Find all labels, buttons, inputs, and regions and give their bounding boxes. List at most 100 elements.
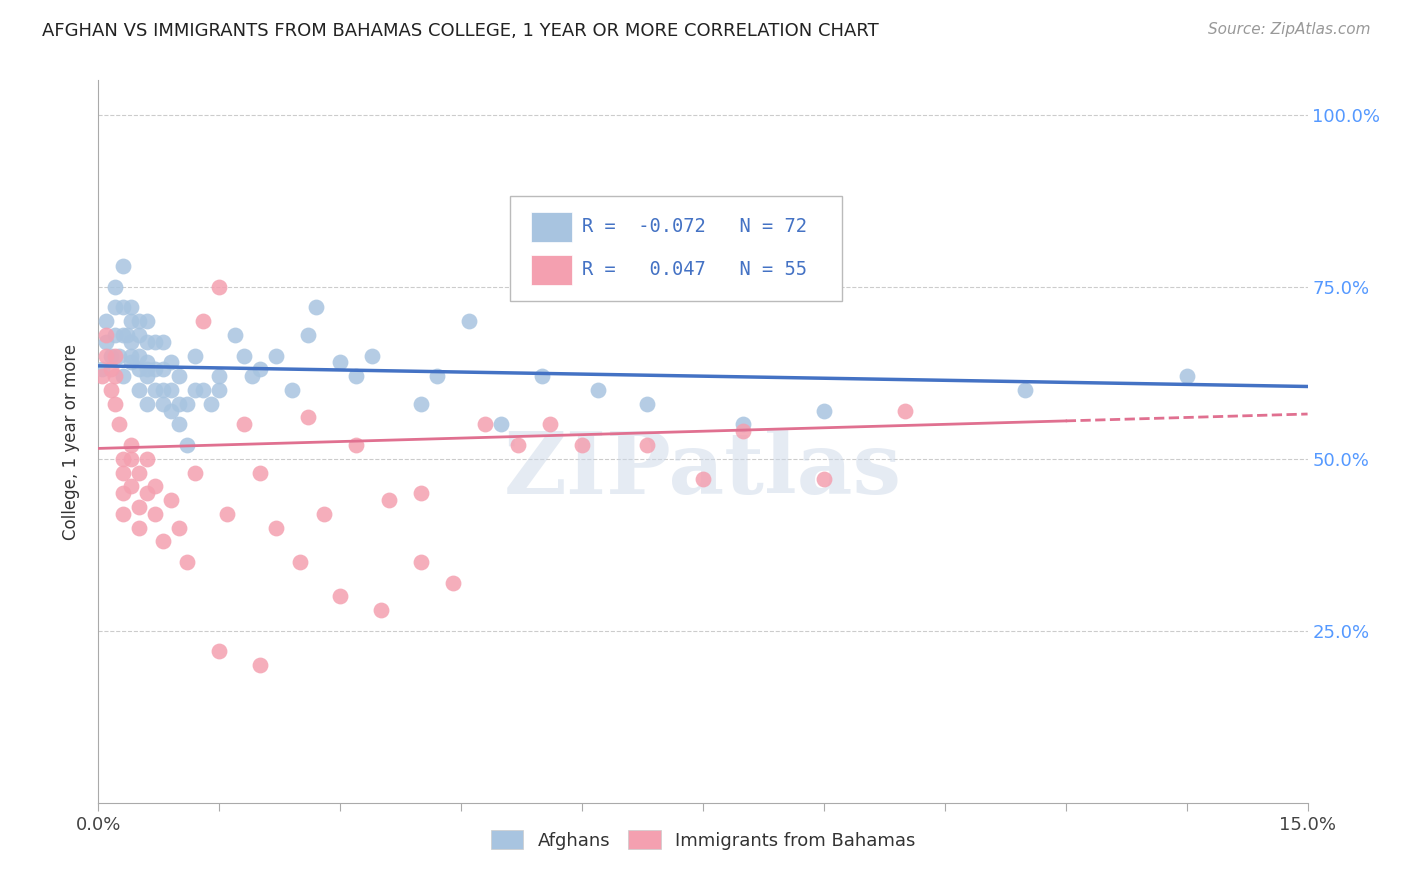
Point: [692, 472, 714, 486]
Point: [135, 355, 157, 369]
Point: [120, 355, 142, 369]
Point: [264, 520, 287, 534]
Point: [813, 403, 835, 417]
Point: [143, 334, 166, 349]
Point: [208, 383, 231, 397]
Point: [160, 493, 183, 508]
Point: [120, 451, 142, 466]
Point: [733, 424, 755, 438]
Point: [530, 369, 553, 384]
Point: [135, 397, 157, 411]
Point: [143, 383, 166, 397]
Point: [152, 334, 174, 349]
Text: R =   0.047   N = 55: R = 0.047 N = 55: [582, 260, 807, 279]
Point: [344, 369, 367, 384]
Point: [128, 520, 150, 534]
Point: [111, 507, 134, 521]
Point: [100, 349, 122, 363]
Point: [636, 438, 658, 452]
Point: [167, 520, 190, 534]
Point: [224, 327, 246, 342]
Point: [297, 410, 319, 425]
Point: [184, 466, 207, 480]
Point: [586, 383, 609, 397]
Point: [128, 314, 150, 328]
Point: [111, 486, 134, 500]
Point: [111, 327, 134, 342]
Point: [193, 314, 215, 328]
Point: [344, 438, 367, 452]
Point: [96, 314, 118, 328]
Point: [288, 555, 311, 569]
Point: [1014, 383, 1036, 397]
Point: [409, 555, 432, 569]
Point: [135, 314, 157, 328]
Point: [128, 466, 150, 480]
Point: [506, 438, 529, 452]
Point: [135, 451, 157, 466]
Point: [103, 279, 125, 293]
Point: [193, 383, 215, 397]
Legend: Afghans, Immigrants from Bahamas: Afghans, Immigrants from Bahamas: [484, 823, 922, 857]
Point: [107, 349, 129, 363]
Point: [128, 349, 150, 363]
Point: [128, 500, 150, 514]
Point: [232, 349, 254, 363]
Point: [103, 349, 125, 363]
Point: [152, 397, 174, 411]
Point: [1175, 369, 1198, 384]
Point: [217, 507, 239, 521]
Point: [249, 466, 271, 480]
Point: [184, 383, 207, 397]
Point: [120, 301, 142, 315]
Point: [167, 397, 190, 411]
Point: [111, 451, 134, 466]
Point: [167, 417, 190, 432]
FancyBboxPatch shape: [531, 254, 572, 285]
Point: [176, 438, 198, 452]
Point: [249, 362, 271, 376]
Point: [120, 314, 142, 328]
Point: [176, 555, 198, 569]
Point: [120, 479, 142, 493]
FancyBboxPatch shape: [509, 196, 842, 301]
Point: [103, 301, 125, 315]
Point: [120, 438, 142, 452]
Point: [232, 417, 254, 432]
Point: [152, 534, 174, 549]
Point: [813, 472, 835, 486]
Point: [305, 301, 328, 315]
Point: [111, 466, 134, 480]
Point: [100, 383, 122, 397]
Point: [120, 334, 142, 349]
Point: [91, 369, 114, 384]
Point: [733, 417, 755, 432]
Point: [329, 590, 352, 604]
Point: [160, 403, 183, 417]
Point: [458, 314, 481, 328]
Point: [441, 575, 464, 590]
Point: [103, 369, 125, 384]
Point: [128, 362, 150, 376]
Point: [96, 334, 118, 349]
Point: [111, 301, 134, 315]
Point: [377, 493, 399, 508]
Point: [208, 644, 231, 658]
Y-axis label: College, 1 year or more: College, 1 year or more: [62, 343, 80, 540]
Point: [111, 259, 134, 273]
Point: [143, 362, 166, 376]
Point: [176, 397, 198, 411]
Point: [135, 334, 157, 349]
Point: [115, 327, 138, 342]
Point: [135, 369, 157, 384]
Point: [128, 327, 150, 342]
Point: [152, 383, 174, 397]
Point: [200, 397, 222, 411]
Point: [135, 362, 157, 376]
Point: [120, 349, 142, 363]
Point: [167, 369, 190, 384]
Point: [91, 362, 114, 376]
Point: [96, 349, 118, 363]
Point: [208, 369, 231, 384]
Point: [281, 383, 304, 397]
